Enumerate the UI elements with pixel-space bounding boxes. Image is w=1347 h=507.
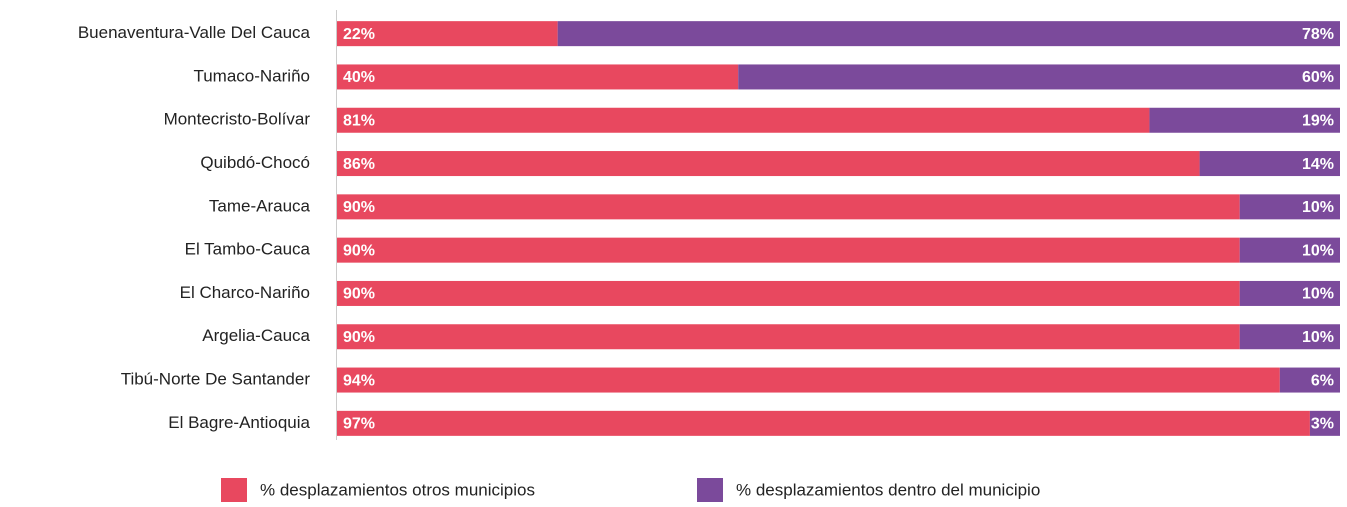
bar-segment xyxy=(337,194,1240,220)
bar-segment xyxy=(337,280,1240,306)
data-label: 10% xyxy=(1302,199,1334,216)
bar-segment xyxy=(557,21,1340,47)
y-tick-label: Montecristo-Bolívar xyxy=(164,110,311,129)
data-label: 81% xyxy=(343,112,375,129)
y-tick-label: Tumaco-Nariño xyxy=(193,66,310,85)
data-label: 10% xyxy=(1302,286,1334,303)
y-tick-label: Quibdó-Chocó xyxy=(200,153,310,172)
data-label: 86% xyxy=(343,156,375,173)
data-label: 94% xyxy=(343,372,375,389)
bar-segment xyxy=(738,64,1340,90)
bar-segment xyxy=(1199,151,1340,177)
data-label: 10% xyxy=(1302,242,1334,259)
y-tick-label: El Bagre-Antioquia xyxy=(168,413,310,432)
data-label: 90% xyxy=(343,242,375,259)
y-tick-label: Tame-Arauca xyxy=(209,196,311,215)
bar-segment xyxy=(1239,237,1340,263)
data-label: 10% xyxy=(1302,329,1334,346)
bar-segment xyxy=(337,151,1200,177)
legend-label: % desplazamientos dentro del municipio xyxy=(736,480,1040,499)
bar-segment xyxy=(337,107,1150,133)
y-tick-label: Tibú-Norte De Santander xyxy=(121,370,311,389)
data-label: 60% xyxy=(1302,69,1334,86)
legend-swatch xyxy=(221,478,247,502)
y-tick-label: El Charco-Nariño xyxy=(180,283,310,302)
bar-segment xyxy=(1279,367,1340,393)
legend-label: % desplazamientos otros municipios xyxy=(260,480,535,499)
y-tick-label: Argelia-Cauca xyxy=(202,326,310,345)
bar-segment xyxy=(337,367,1280,393)
data-label: 3% xyxy=(1311,416,1334,433)
bar-segment xyxy=(1149,107,1340,133)
data-label: 90% xyxy=(343,286,375,303)
bar-segment xyxy=(337,324,1240,350)
bar-segment xyxy=(337,21,558,47)
bar-segment xyxy=(337,410,1310,436)
data-label: 90% xyxy=(343,329,375,346)
bar-segment xyxy=(1239,194,1340,220)
bar-segment xyxy=(1309,410,1340,436)
data-label: 40% xyxy=(343,69,375,86)
data-label: 19% xyxy=(1302,112,1334,129)
bar-segment xyxy=(1239,324,1340,350)
data-label: 90% xyxy=(343,199,375,216)
data-label: 22% xyxy=(343,26,375,43)
y-tick-label: Buenaventura-Valle Del Cauca xyxy=(78,23,311,42)
data-label: 78% xyxy=(1302,26,1334,43)
bar-segment xyxy=(337,237,1240,263)
y-tick-label: El Tambo-Cauca xyxy=(185,240,311,259)
data-label: 6% xyxy=(1311,372,1334,389)
data-label: 14% xyxy=(1302,156,1334,173)
bar-segment xyxy=(1239,280,1340,306)
legend-swatch xyxy=(697,478,723,502)
bar-segment xyxy=(337,64,739,90)
data-label: 97% xyxy=(343,416,375,433)
